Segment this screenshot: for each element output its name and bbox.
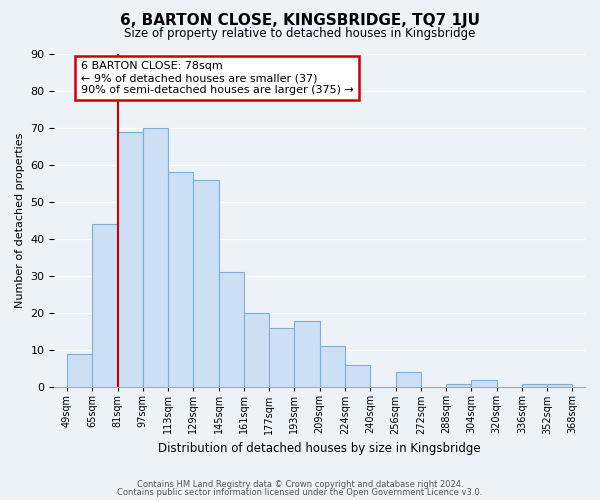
Text: Size of property relative to detached houses in Kingsbridge: Size of property relative to detached ho… — [124, 28, 476, 40]
Text: Contains public sector information licensed under the Open Government Licence v3: Contains public sector information licen… — [118, 488, 482, 497]
Text: 6, BARTON CLOSE, KINGSBRIDGE, TQ7 1JU: 6, BARTON CLOSE, KINGSBRIDGE, TQ7 1JU — [120, 12, 480, 28]
Text: 6 BARTON CLOSE: 78sqm
← 9% of detached houses are smaller (37)
90% of semi-detac: 6 BARTON CLOSE: 78sqm ← 9% of detached h… — [81, 62, 354, 94]
Bar — [193, 180, 218, 387]
Bar — [269, 328, 295, 387]
X-axis label: Distribution of detached houses by size in Kingsbridge: Distribution of detached houses by size … — [158, 442, 481, 455]
Bar — [92, 224, 118, 387]
Bar — [295, 320, 320, 387]
Bar — [320, 346, 345, 387]
Bar — [547, 384, 572, 387]
Bar — [218, 272, 244, 387]
Bar — [345, 365, 370, 387]
Bar — [244, 313, 269, 387]
Bar — [67, 354, 92, 387]
Bar — [118, 132, 143, 387]
Bar — [143, 128, 168, 387]
Bar — [168, 172, 193, 387]
Bar — [446, 384, 472, 387]
Y-axis label: Number of detached properties: Number of detached properties — [15, 133, 25, 308]
Bar — [472, 380, 497, 387]
Bar — [395, 372, 421, 387]
Text: Contains HM Land Registry data © Crown copyright and database right 2024.: Contains HM Land Registry data © Crown c… — [137, 480, 463, 489]
Bar — [522, 384, 547, 387]
